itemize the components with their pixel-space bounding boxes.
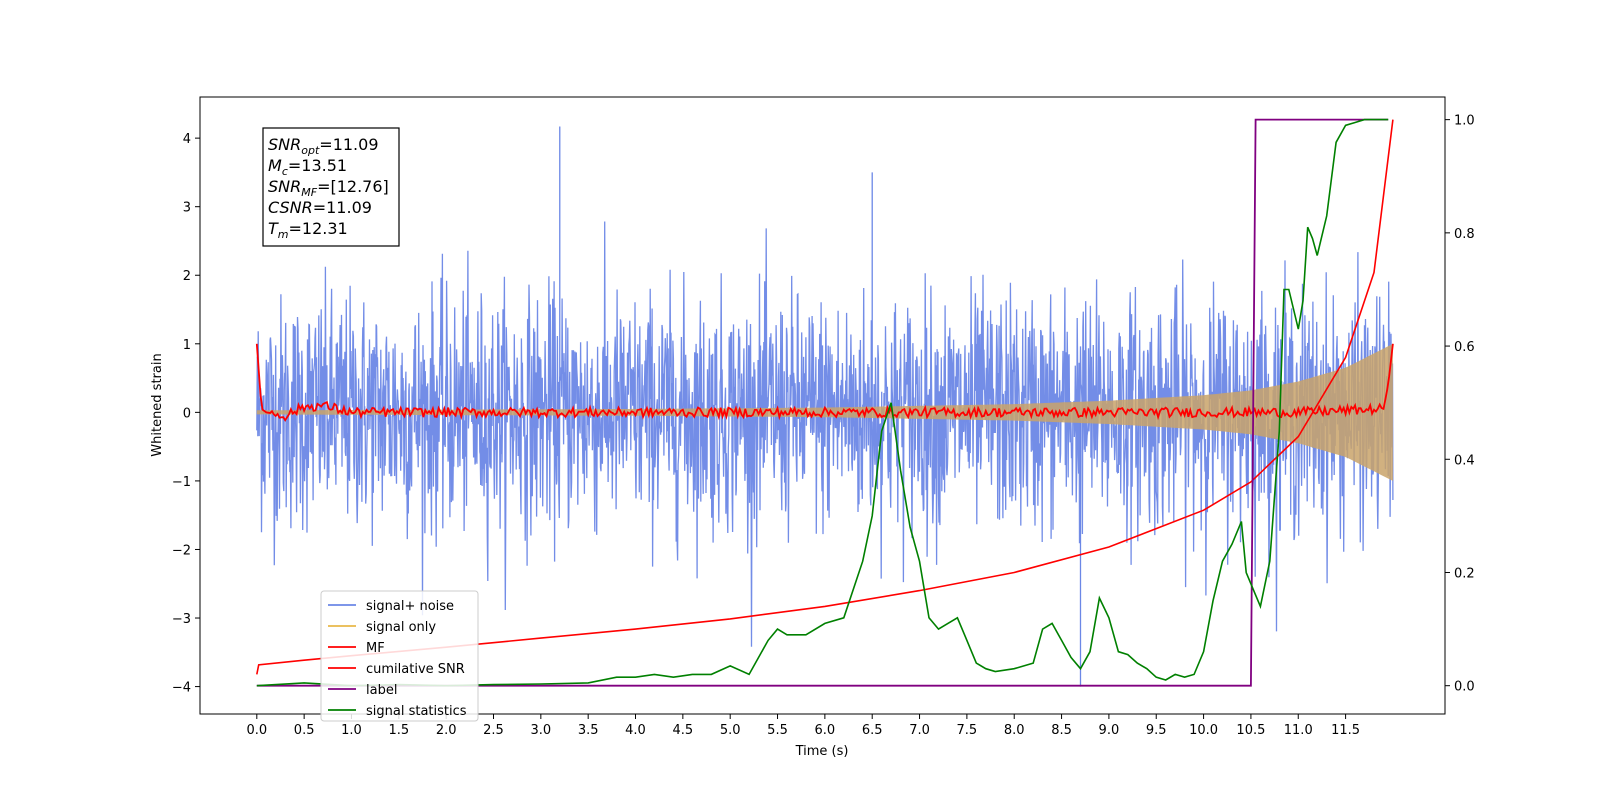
y-tick-label: −3: [172, 612, 191, 627]
y-axis-label: Whitened strain: [150, 353, 165, 456]
series-signal-only: [256, 343, 1393, 481]
y2-tick-label: 0.4: [1454, 453, 1475, 468]
x-tick-label: 7.0: [909, 723, 930, 738]
legend-label: MF: [366, 641, 385, 656]
series-mf: [255, 343, 1394, 422]
y2-axis-ticks: 0.0 0.2 0.4 0.6 0.8 1.0: [1445, 114, 1475, 695]
y-tick-label: 0: [183, 406, 191, 421]
y2-tick-label: 1.0: [1454, 114, 1475, 129]
y2-tick-label: 0.6: [1454, 340, 1475, 355]
x-axis-label: Time (s): [795, 744, 849, 759]
x-tick-label: 7.5: [957, 723, 978, 738]
legend-label: signal+ noise: [366, 599, 454, 614]
series-signal-noise: [256, 221, 1394, 647]
x-tick-label: 3.0: [530, 723, 551, 738]
x-tick-label: 2.5: [483, 723, 504, 738]
x-tick-label: 2.0: [436, 723, 457, 738]
x-tick-label: 10.0: [1189, 723, 1218, 738]
y-axis-ticks: −4 −3 −2 −1 0 1 2 3 4: [172, 132, 200, 696]
y-tick-label: −4: [172, 681, 191, 696]
y-tick-label: 1: [183, 338, 191, 353]
legend-label: signal statistics: [366, 704, 467, 719]
y-tick-label: 2: [183, 269, 191, 284]
x-tick-label: 11.5: [1331, 723, 1360, 738]
annotation-line: SNRopt=11.09: [268, 135, 379, 157]
y-tick-label: −2: [172, 543, 191, 558]
annotation-line: CSNR=11.09: [268, 198, 372, 217]
y-tick-label: 4: [183, 132, 191, 147]
y2-tick-label: 0.2: [1454, 566, 1475, 581]
legend-label: cumilative SNR: [366, 662, 465, 677]
annotation-line: Mc=13.51: [268, 156, 347, 178]
annotation-line: Tm=12.31: [268, 219, 348, 241]
x-tick-label: 9.0: [1099, 723, 1120, 738]
x-tick-label: 5.0: [720, 723, 741, 738]
x-tick-label: 8.5: [1051, 723, 1072, 738]
annotation-frame: [262, 127, 400, 247]
x-tick-label: 4.0: [625, 723, 646, 738]
legend: signal+ noise signal only MF cumilative SNR…: [320, 590, 479, 722]
x-tick-label: 0.0: [246, 723, 267, 738]
x-tick-label: 10.5: [1236, 723, 1265, 738]
x-tick-label: 6.5: [862, 723, 883, 738]
legend-label: signal only: [366, 620, 436, 635]
x-axis-ticks: 0.0 0.5 1.0 1.5 2.0 2.5 3.0 3.5 4.0 4.5 5.0 5.5 6.0 6…: [246, 714, 1360, 738]
legend-label: label: [366, 683, 397, 698]
stats-annotation-box: SNRopt=11.09Mc=13.51SNRMF=[12.76]CSNR=11…: [262, 127, 400, 247]
x-tick-label: 4.5: [673, 723, 694, 738]
series-label: [256, 118, 1389, 687]
x-tick-label: 6.0: [815, 723, 836, 738]
x-tick-label: 0.5: [294, 723, 315, 738]
x-tick-label: 9.5: [1146, 723, 1167, 738]
x-tick-label: 1.0: [341, 723, 362, 738]
y2-tick-label: 0.0: [1454, 680, 1475, 695]
legend-frame: [320, 590, 479, 722]
annotation-line: SNRMF=[12.76]: [268, 177, 389, 199]
x-tick-label: 8.0: [1004, 723, 1025, 738]
y2-tick-label: 0.8: [1454, 227, 1475, 242]
y-tick-label: 3: [183, 201, 191, 216]
x-tick-label: 11.0: [1284, 723, 1313, 738]
series-signal-statistics: [256, 118, 1389, 687]
axes-frame: [199, 96, 1446, 715]
x-tick-label: 1.5: [388, 723, 409, 738]
x-tick-label: 5.5: [767, 723, 788, 738]
y-tick-label: −1: [172, 475, 191, 490]
x-tick-label: 3.5: [578, 723, 599, 738]
